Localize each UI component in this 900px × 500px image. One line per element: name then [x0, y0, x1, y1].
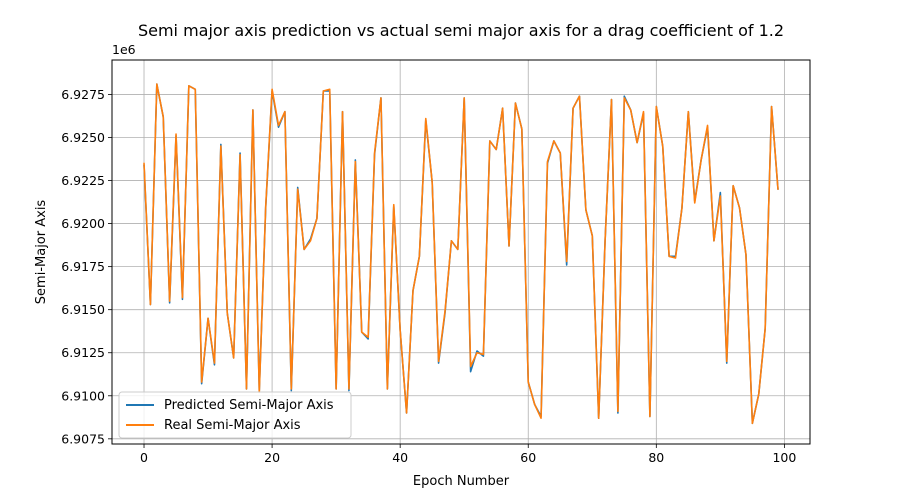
legend-label-predicted: Predicted Semi-Major Axis [164, 398, 334, 413]
y-tick-label: 6.9250 [61, 130, 105, 145]
y-tick-label: 6.9125 [61, 345, 105, 360]
x-tick-label: 40 [392, 450, 408, 465]
y-axis-title: Semi-Major Axis [34, 200, 49, 305]
x-tick-label: 60 [520, 450, 536, 465]
axis-ticks: 0 20 40 60 80 100 6.9075 6.9100 6.9125 6.9150 6.91… [61, 87, 796, 465]
legend-box [118, 391, 352, 439]
y-tick-label: 6.9225 [61, 173, 105, 188]
plot-area-frame [111, 59, 811, 445]
y-offset-label: 1e6 [112, 42, 136, 57]
y-tick-label: 6.9175 [61, 259, 105, 274]
legend: Predicted Semi-Major Axis Real Semi-Majo… [118, 391, 352, 439]
series-lines [143, 83, 779, 425]
y-tick-label: 6.9275 [61, 87, 105, 102]
legend-label-real: Real Semi-Major Axis [164, 418, 301, 433]
x-tick-label: 0 [140, 450, 148, 465]
x-axis-title: Epoch Number [413, 474, 510, 489]
y-tick-label: 6.9150 [61, 302, 105, 317]
y-tick-label: 6.9200 [61, 216, 105, 231]
x-tick-label: 80 [648, 450, 664, 465]
y-tick-label: 6.9100 [61, 388, 105, 403]
x-tick-label: 100 [772, 450, 796, 465]
chart-title: Semi major axis prediction vs actual sem… [138, 21, 784, 40]
x-tick-label: 20 [264, 450, 280, 465]
y-tick-label: 6.9075 [61, 431, 105, 446]
series-line-real [143, 83, 779, 425]
